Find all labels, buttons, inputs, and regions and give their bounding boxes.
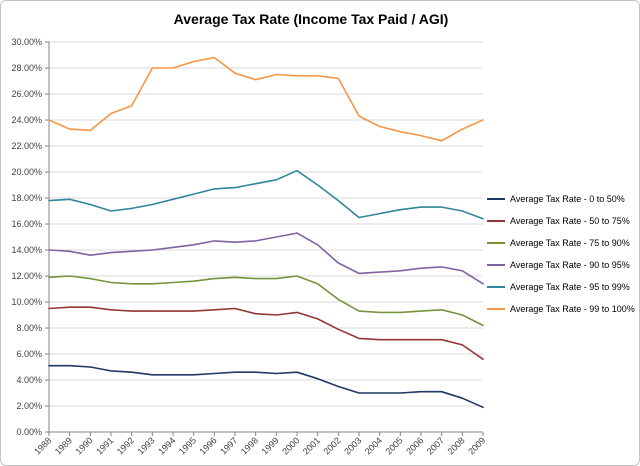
series-line-0 bbox=[48, 364, 484, 409]
legend-item-3[interactable]: Average Tax Rate - 90 to 95% bbox=[487, 259, 635, 271]
legend-label: Average Tax Rate - 0 to 50% bbox=[510, 194, 625, 204]
legend-label: Average Tax Rate - 99 to 100% bbox=[510, 304, 635, 314]
legend-label: Average Tax Rate - 95 to 99% bbox=[510, 282, 630, 292]
x-axis-label: 1989 bbox=[53, 435, 74, 456]
legend-line-sample bbox=[487, 242, 505, 244]
series-line-2 bbox=[48, 275, 484, 327]
x-axis-label: 2007 bbox=[425, 435, 446, 456]
legend-label: Average Tax Rate - 75 to 90% bbox=[510, 238, 630, 248]
legend-line-sample bbox=[487, 264, 505, 266]
legend-item-1[interactable]: Average Tax Rate - 50 to 75% bbox=[487, 215, 635, 227]
legend-item-5[interactable]: Average Tax Rate - 99 to 100% bbox=[487, 303, 635, 315]
y-axis-label: 20.00% bbox=[11, 167, 42, 177]
y-axis-label: 6.00% bbox=[16, 349, 42, 359]
x-axis-label: 2005 bbox=[384, 435, 405, 456]
x-axis-label: 1996 bbox=[198, 435, 219, 456]
legend-item-4[interactable]: Average Tax Rate - 95 to 99% bbox=[487, 281, 635, 293]
y-axis-label: 24.00% bbox=[11, 115, 42, 125]
x-axis-label: 1994 bbox=[156, 435, 177, 456]
series-line-4 bbox=[48, 169, 484, 220]
x-axis-label: 2000 bbox=[280, 435, 301, 456]
series-line-5 bbox=[48, 56, 484, 142]
legend-line-sample bbox=[487, 220, 505, 222]
y-axis-label: 22.00% bbox=[11, 141, 42, 151]
x-axis-label: 1993 bbox=[136, 435, 157, 456]
y-axis-label: 30.00% bbox=[11, 37, 42, 47]
y-axis-label: 14.00% bbox=[11, 245, 42, 255]
x-axis-label: 2009 bbox=[466, 435, 487, 456]
legend-label: Average Tax Rate - 50 to 75% bbox=[510, 216, 630, 226]
legend-line-sample bbox=[487, 286, 505, 288]
series-line-3 bbox=[48, 232, 484, 285]
x-axis-label: 2003 bbox=[342, 435, 363, 456]
chart-title: Average Tax Rate (Income Tax Paid / AGI) bbox=[173, 11, 449, 27]
x-axis-label: 1991 bbox=[94, 435, 115, 456]
x-axis-label: 1997 bbox=[218, 435, 239, 456]
x-axis-label: 1995 bbox=[177, 435, 198, 456]
x-axis-label: 1992 bbox=[115, 435, 136, 456]
y-axis-label: 10.00% bbox=[11, 297, 42, 307]
x-axis-label: 1988 bbox=[32, 435, 53, 456]
y-axis-label: 0.00% bbox=[16, 427, 42, 437]
x-axis-label: 1999 bbox=[260, 435, 281, 456]
legend-line-sample bbox=[487, 198, 505, 200]
legend-item-2[interactable]: Average Tax Rate - 75 to 90% bbox=[487, 237, 635, 249]
legend-line-sample bbox=[487, 308, 505, 310]
chart-legend: Average Tax Rate - 0 to 50% Average Tax R… bbox=[487, 193, 635, 325]
x-axis-label: 1998 bbox=[239, 435, 260, 456]
legend-label: Average Tax Rate - 90 to 95% bbox=[510, 260, 630, 270]
x-axis-label: 2001 bbox=[301, 435, 322, 456]
y-axis-label: 18.00% bbox=[11, 193, 42, 203]
x-axis-label: 1990 bbox=[74, 435, 95, 456]
x-axis-label: 2002 bbox=[322, 435, 343, 456]
series-line-1 bbox=[48, 306, 484, 361]
y-axis-label: 2.00% bbox=[16, 401, 42, 411]
y-axis-label: 28.00% bbox=[11, 63, 42, 73]
y-axis-label: 8.00% bbox=[16, 323, 42, 333]
y-axis-label: 12.00% bbox=[11, 271, 42, 281]
y-axis-label: 26.00% bbox=[11, 89, 42, 99]
legend-item-0[interactable]: Average Tax Rate - 0 to 50% bbox=[487, 193, 635, 205]
x-axis-label: 2004 bbox=[363, 435, 384, 456]
y-axis-label: 16.00% bbox=[11, 219, 42, 229]
x-axis-label: 2006 bbox=[404, 435, 425, 456]
y-axis-label: 4.00% bbox=[16, 375, 42, 385]
x-axis-label: 2008 bbox=[446, 435, 467, 456]
